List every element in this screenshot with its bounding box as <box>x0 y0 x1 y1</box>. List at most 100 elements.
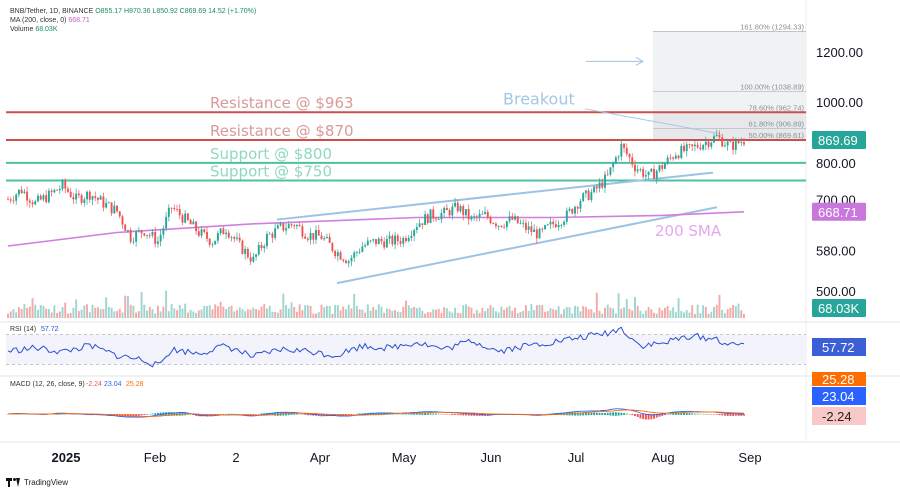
footer-brand: TradingView <box>24 478 69 487</box>
time-tick-label: 2025 <box>52 450 81 465</box>
candle-body <box>737 139 740 144</box>
candle-body <box>88 191 91 200</box>
candle-body <box>358 251 361 253</box>
sma-label: 200 SMA <box>655 222 722 240</box>
fib-label: 50.00% (869.61) <box>749 131 805 140</box>
volume-bar <box>426 312 429 318</box>
volume-bar <box>186 312 189 318</box>
candle-body <box>69 191 72 198</box>
candle-body <box>743 142 745 145</box>
volume-bar <box>126 296 129 318</box>
volume-bar <box>456 312 459 318</box>
volume-bar <box>110 307 113 318</box>
macd-histogram-bar <box>451 414 454 415</box>
time-tick-label: Apr <box>310 450 331 465</box>
volume-bar <box>740 310 743 318</box>
volume-bar <box>593 312 596 318</box>
candle-body <box>421 223 424 225</box>
volume-bar <box>176 310 178 318</box>
macd-histogram-bar <box>350 414 353 415</box>
volume-bar <box>156 305 159 318</box>
macd-histogram-bar <box>437 413 440 415</box>
volume-bar <box>26 307 29 318</box>
candle-body <box>462 206 465 216</box>
macd-histogram-bar <box>726 414 729 417</box>
candle-body <box>17 189 20 195</box>
macd-histogram-bar <box>216 414 219 415</box>
volume-bar <box>320 304 323 318</box>
candle-body <box>113 205 116 214</box>
macd-histogram-bar <box>612 412 615 416</box>
volume-bar <box>396 311 399 318</box>
volume-bar <box>192 311 195 318</box>
candle-body <box>353 252 356 258</box>
candle-body <box>655 170 658 179</box>
candle-body <box>579 201 582 209</box>
volume-bar <box>342 306 345 318</box>
macd-histogram-bar <box>737 414 740 416</box>
volume-bar <box>424 313 427 318</box>
candle-body <box>298 225 301 227</box>
candle-body <box>424 214 427 225</box>
macd-histogram-bar <box>148 413 151 415</box>
volume-bar <box>252 307 255 318</box>
volume-bar <box>726 309 729 318</box>
macd-histogram-bar <box>574 412 576 416</box>
volume-bar <box>677 297 680 318</box>
candle-body <box>429 209 432 224</box>
candle-body <box>173 207 176 209</box>
candle-body <box>609 167 612 175</box>
macd-histogram-bar <box>674 413 677 415</box>
candle-body <box>402 238 405 244</box>
price-tick-label: 500.00 <box>816 284 856 299</box>
sma-badge: 668.71 <box>818 205 858 220</box>
candle-body <box>162 228 165 235</box>
volume-bar <box>462 305 465 318</box>
volume-bar <box>334 304 337 318</box>
volume-bar <box>435 309 437 318</box>
candle-body <box>440 212 443 220</box>
candle-body <box>181 215 184 223</box>
volume-bar <box>494 311 497 318</box>
time-tick-label: Feb <box>144 450 166 465</box>
volume-bar <box>271 311 274 318</box>
volume-bar <box>691 305 694 318</box>
volume-bar <box>255 309 258 318</box>
volume-bar <box>154 313 157 318</box>
volume-bar <box>500 306 503 318</box>
candle-body <box>42 195 45 200</box>
support-label: Support @ $750 <box>210 162 332 180</box>
candle-body <box>625 147 628 155</box>
macd-histogram-bar <box>590 412 593 416</box>
volume-bar <box>69 313 72 318</box>
candle-body <box>494 223 497 227</box>
macd-histogram-bar <box>598 413 601 415</box>
candle-body <box>680 145 683 159</box>
time-tick-label: Sep <box>738 450 761 465</box>
candle-body <box>355 252 358 253</box>
channel-lower <box>336 206 718 285</box>
macd-histogram-bar <box>369 412 372 416</box>
volume-bar <box>568 307 571 318</box>
candle-body <box>628 154 631 158</box>
candle-body <box>276 225 279 229</box>
volume-bar <box>159 311 162 318</box>
volume-bar <box>200 309 203 318</box>
macd-histogram-bar <box>26 414 29 415</box>
candle-body <box>317 230 320 236</box>
macd-histogram-bar <box>465 414 467 416</box>
macd-histogram-bar <box>129 414 132 417</box>
candle-body <box>255 254 258 257</box>
volume-bar <box>715 304 718 318</box>
macd-histogram-bar <box>644 414 647 420</box>
volume-bar <box>45 308 48 318</box>
candle-body <box>56 189 59 191</box>
macd-histogram-bar <box>636 414 639 418</box>
macd-histogram-bar <box>372 412 375 416</box>
volume-bar <box>9 311 12 318</box>
volume-bar <box>285 305 287 318</box>
macd-histogram-bar <box>154 413 157 415</box>
macd-histogram-bar <box>206 414 208 417</box>
macd-histogram-bar <box>677 413 680 415</box>
macd-histogram-bar <box>252 414 255 416</box>
